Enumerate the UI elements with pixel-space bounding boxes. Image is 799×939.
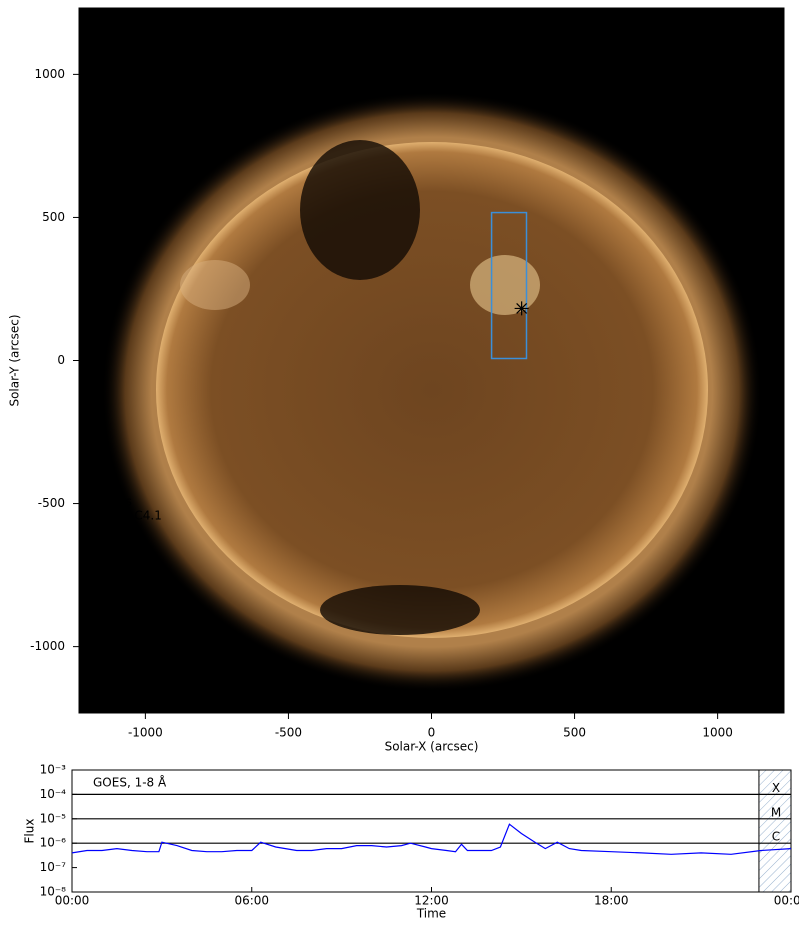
- y-tick-label: 500: [42, 210, 65, 224]
- y-tick-label: 10⁻⁷: [40, 860, 67, 874]
- x-axis-label: Time: [416, 907, 446, 921]
- y-tick-label: 10⁻⁴: [40, 787, 67, 801]
- x-tick-label: -500: [275, 726, 302, 740]
- level-label: X: [772, 781, 780, 795]
- level-label: C: [772, 830, 780, 844]
- coronal-hole: [300, 140, 420, 280]
- x-tick-label: 00:00: [774, 894, 799, 908]
- x-axis-label: Solar-X (arcsec): [385, 740, 479, 754]
- flux-line: [71, 823, 792, 855]
- region-box: [490, 211, 528, 360]
- active-region: [180, 260, 250, 310]
- x-tick-label: 00:00: [55, 894, 90, 908]
- active-region: [470, 255, 540, 315]
- plot-title: GOES, 1-8 Å: [93, 775, 167, 790]
- coronal-hole: [320, 585, 480, 635]
- y-axis-label: Flux: [23, 819, 37, 844]
- y-tick-label: -1000: [30, 639, 65, 653]
- x-tick-label: -1000: [128, 726, 163, 740]
- shaded-region: [758, 769, 792, 893]
- x-tick-label: 06:00: [234, 894, 269, 908]
- y-tick-label: -500: [38, 496, 65, 510]
- annotation: 14:30 C4.1: [96, 509, 162, 523]
- x-tick-label: 18:00: [594, 894, 629, 908]
- x-tick-label: 12:00: [414, 894, 449, 908]
- flare-marker: [514, 301, 529, 316]
- solar-disk: [156, 142, 708, 638]
- y-tick-label: 10⁻⁶: [40, 836, 67, 850]
- level-label: M: [771, 805, 781, 819]
- x-tick-label: 1000: [702, 726, 733, 740]
- y-tick-label: 10⁻⁸: [40, 885, 67, 899]
- y-axis-label: Solar-Y (arcsec): [8, 314, 22, 406]
- x-tick-label: 0: [428, 726, 436, 740]
- x-tick-label: 500: [563, 726, 586, 740]
- y-tick-label: 1000: [34, 67, 65, 81]
- y-tick-label: 10⁻⁵: [40, 811, 67, 825]
- image-title: AIA 0193, 15-Apr-2016, 12:00:05 UT: [120, 37, 338, 51]
- annotation: Flares: [96, 495, 132, 509]
- y-tick-label: 0: [57, 353, 65, 367]
- y-tick-label: 10⁻³: [40, 763, 67, 777]
- plot-frame: [71, 769, 792, 893]
